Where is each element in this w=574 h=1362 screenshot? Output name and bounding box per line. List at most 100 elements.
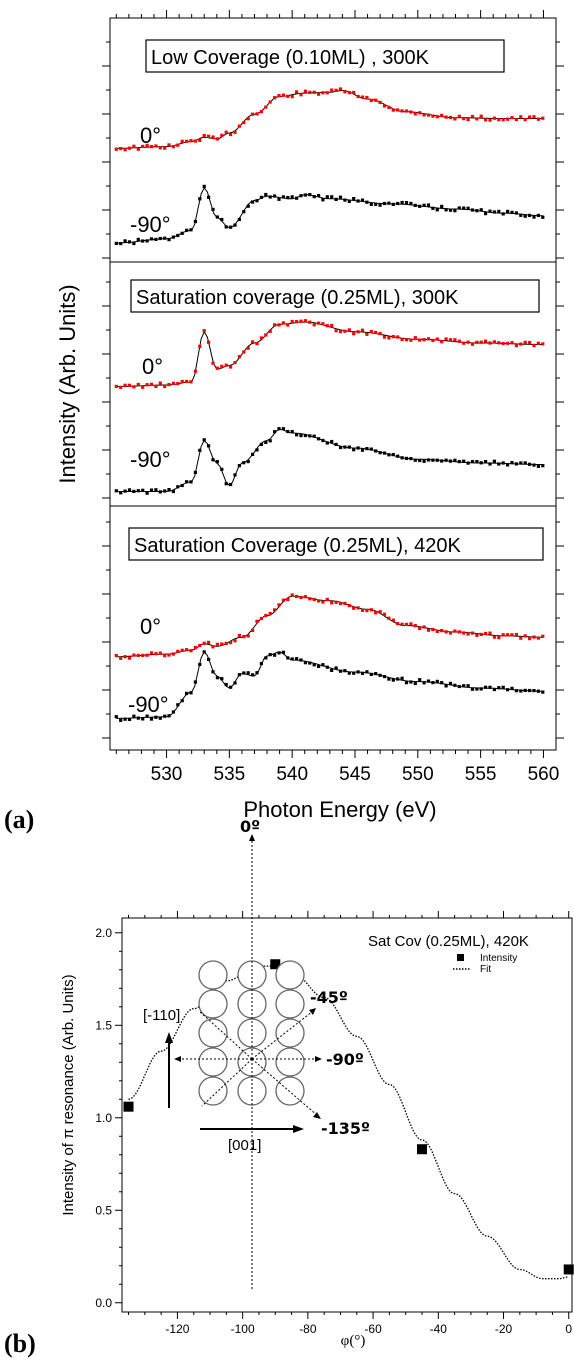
trace-point xyxy=(431,681,435,685)
trace-point xyxy=(246,117,250,121)
trace-point xyxy=(277,323,281,327)
trace-point xyxy=(484,460,488,464)
trace-point xyxy=(466,206,470,210)
trace-point xyxy=(369,608,373,612)
trace-point xyxy=(338,445,343,450)
trace-point xyxy=(308,193,312,197)
trace-point xyxy=(145,491,149,495)
trace-point xyxy=(466,632,470,636)
trace-point xyxy=(295,90,299,94)
trace-point xyxy=(180,379,184,384)
trace-point xyxy=(325,324,329,328)
trace-point xyxy=(290,593,294,597)
trace-point xyxy=(321,322,325,326)
panel-a-ticks: 530 535 540 545 550 555 560 xyxy=(102,10,564,785)
trace-point xyxy=(409,338,413,342)
trace-point xyxy=(308,320,312,324)
trace-1 xyxy=(114,184,545,246)
trace-point xyxy=(281,93,285,97)
trace-point xyxy=(347,328,351,332)
trace-point xyxy=(211,207,215,211)
trace-point xyxy=(466,117,470,122)
trace-point xyxy=(167,238,171,242)
lattice-atom xyxy=(275,1047,305,1077)
fit-line xyxy=(128,965,569,1280)
trace-point xyxy=(264,613,268,618)
trace-point xyxy=(259,195,263,199)
trace-point xyxy=(303,595,307,599)
trace-point xyxy=(198,197,202,201)
trace-point xyxy=(198,643,202,648)
trace-point xyxy=(404,456,409,460)
trace-point xyxy=(532,635,536,639)
trace-point xyxy=(466,461,470,465)
trace-point xyxy=(356,330,360,334)
x-tick-label: 560 xyxy=(528,764,560,785)
trace-point xyxy=(374,98,378,102)
trace-point xyxy=(127,146,132,150)
trace-point xyxy=(251,112,255,116)
trace-point xyxy=(334,329,338,333)
trace-point xyxy=(536,117,540,121)
trace-point xyxy=(466,340,470,344)
trace-point xyxy=(382,201,387,206)
intensity-point xyxy=(563,1264,574,1275)
trace-point xyxy=(343,90,347,94)
trace-point xyxy=(514,462,518,466)
trace-point xyxy=(457,684,461,689)
lattice-inset: [-110] [001] 0º -45º -90º -135º xyxy=(143,817,370,1290)
trace-point xyxy=(233,223,237,227)
trace-point xyxy=(382,675,387,679)
trace-point xyxy=(514,211,518,215)
trace-point xyxy=(488,462,492,466)
trace-point xyxy=(207,657,211,661)
panel-a-frame xyxy=(109,17,557,751)
trace-point xyxy=(136,716,140,720)
trace-point xyxy=(220,133,224,137)
trace-point xyxy=(176,233,180,238)
trace-point xyxy=(167,143,171,147)
trace-point xyxy=(444,684,448,688)
trace-point xyxy=(251,628,255,632)
trace-point xyxy=(523,634,527,638)
trace-point xyxy=(290,195,294,199)
trace-point xyxy=(141,717,145,721)
trace-point xyxy=(202,650,206,654)
trace-point xyxy=(268,100,272,104)
trace-point xyxy=(171,652,175,656)
trace-point xyxy=(290,657,294,661)
trace-point xyxy=(312,434,316,438)
trace-point xyxy=(229,132,233,137)
trace-point xyxy=(202,438,206,442)
trace-point xyxy=(290,95,294,99)
trace-point xyxy=(536,689,540,693)
trace-point xyxy=(453,209,457,213)
trace-point xyxy=(273,323,277,327)
trace-point xyxy=(365,609,369,613)
trace-point xyxy=(189,691,193,695)
trace-point xyxy=(163,489,167,493)
trace-point xyxy=(374,611,378,615)
trace-point xyxy=(347,445,351,449)
trace-point xyxy=(273,608,277,612)
trace-point xyxy=(141,653,145,657)
arrow-heads xyxy=(174,834,322,1119)
trace-point xyxy=(475,687,479,691)
trace-point xyxy=(321,198,325,202)
trace-point xyxy=(215,137,219,141)
x-tick-label: 545 xyxy=(339,764,371,785)
legend-marker-icon xyxy=(457,954,464,961)
trace-point xyxy=(347,604,351,608)
trace-point xyxy=(303,319,307,323)
trace-point xyxy=(352,90,356,95)
trace-point xyxy=(251,452,255,456)
trace-point xyxy=(154,652,158,656)
trace-point xyxy=(338,87,343,91)
trace-point xyxy=(207,444,211,448)
trace-point xyxy=(220,642,224,646)
trace-point xyxy=(418,338,422,342)
trace-point xyxy=(237,633,241,638)
trace-point xyxy=(492,635,496,639)
trace-3 xyxy=(114,427,545,495)
trace-point xyxy=(215,460,219,464)
